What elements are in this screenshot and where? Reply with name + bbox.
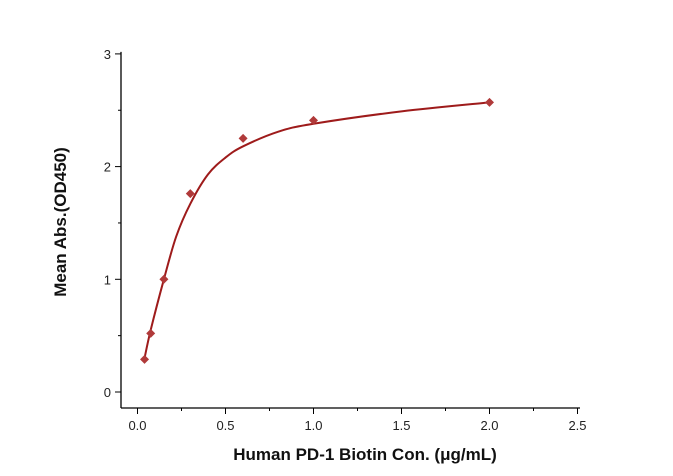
- data-point: [140, 354, 150, 364]
- data-point: [146, 328, 156, 338]
- fit-curve: [143, 101, 490, 359]
- data-point: [485, 97, 494, 107]
- y-axis-label: Mean Abs.(OD450): [51, 147, 70, 297]
- y-tick-label: 0: [104, 385, 111, 400]
- x-tick-label: 0.0: [128, 418, 146, 433]
- x-tick-label: 2.5: [568, 418, 586, 433]
- y-tick-label: 1: [104, 272, 111, 287]
- x-tick-label: 0.5: [216, 418, 234, 433]
- x-tick-label: 2.0: [480, 418, 498, 433]
- x-tick-label: 1.5: [392, 418, 410, 433]
- y-tick-label: 2: [104, 160, 111, 175]
- data-points: [140, 97, 494, 364]
- data-point: [238, 133, 248, 143]
- data-point: [185, 189, 195, 199]
- x-tick-label: 1.0: [304, 418, 322, 433]
- x-axis-label: Human PD-1 Biotin Con. (μg/mL): [233, 445, 497, 464]
- data-point: [159, 274, 169, 284]
- data-point: [309, 115, 318, 125]
- axes: 0 1 2 3 0.0 0.5 1.0 1.5 2.0 2.5: [104, 47, 587, 433]
- y-tick-label: 3: [104, 47, 111, 62]
